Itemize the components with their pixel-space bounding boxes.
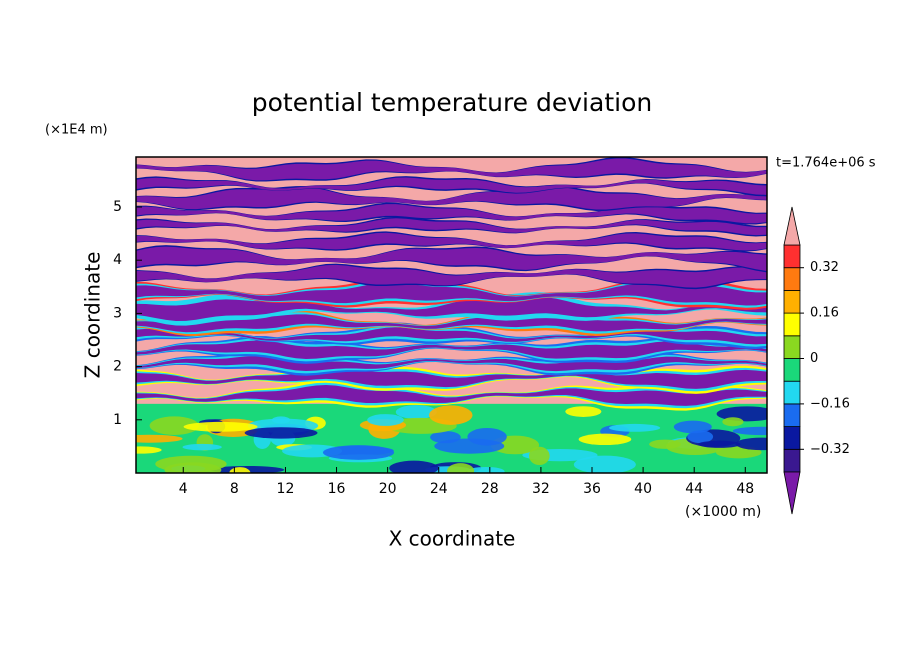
field-blob — [389, 460, 439, 473]
contour-field — [136, 157, 767, 473]
field-blob — [529, 446, 550, 466]
colorbar-over — [783, 206, 801, 246]
field-blob — [609, 423, 661, 432]
field-blob — [429, 405, 473, 425]
field-blob — [698, 440, 741, 448]
field-blob — [722, 417, 744, 427]
field-blob — [732, 426, 767, 436]
field-band — [136, 297, 767, 321]
field-band — [136, 340, 767, 359]
colorbar-box — [783, 267, 801, 291]
y-tick-label: 2 — [113, 359, 122, 375]
time-label: t=1.764e+06 s — [776, 156, 876, 171]
colorbar-box — [783, 448, 801, 473]
x-unit: (×1000 m) — [685, 504, 761, 520]
colorbar-tick-label: 0.16 — [810, 306, 839, 321]
colorbar-box — [783, 426, 801, 450]
y-unit: (×1E4 m) — [45, 123, 108, 138]
chart-title: potential temperature deviation — [252, 88, 652, 117]
field-band — [136, 313, 767, 333]
field-blob — [467, 466, 505, 473]
x-tick-label: 4 — [179, 481, 188, 497]
colorbar-box — [783, 380, 801, 405]
colorbar-tick-label: −0.16 — [810, 396, 850, 411]
x-tick-label: 12 — [277, 481, 295, 497]
colorbar-tick-label: −0.32 — [810, 442, 850, 457]
field-band — [136, 232, 767, 251]
field-band — [136, 282, 767, 306]
field-band — [136, 158, 767, 181]
x-tick-label: 40 — [634, 481, 652, 497]
colorbar-box — [783, 244, 801, 269]
field-band — [136, 204, 767, 224]
y-tick-label: 5 — [113, 199, 122, 215]
y-axis-label: Z coordinate — [81, 252, 105, 379]
y-tick-label: 4 — [113, 252, 122, 268]
colorbar-box — [783, 289, 801, 314]
colorbar-box — [783, 312, 801, 337]
field-blob — [149, 416, 199, 435]
field-blob — [182, 443, 222, 451]
x-tick-label: 20 — [379, 481, 397, 497]
field-band — [136, 264, 767, 288]
field-band — [136, 327, 767, 345]
x-tick-label: 48 — [736, 481, 754, 497]
field-blob — [136, 434, 183, 443]
field-blob — [673, 420, 712, 434]
colorbar-box — [783, 403, 801, 427]
field-blob — [155, 455, 227, 473]
field-blob — [244, 427, 318, 439]
field-blob — [573, 455, 636, 473]
x-tick-label: 28 — [481, 481, 499, 497]
field-blob — [578, 433, 632, 446]
x-tick-label: 44 — [685, 481, 703, 497]
colorbar-box — [783, 335, 801, 359]
y-tick-label: 3 — [113, 305, 122, 321]
x-tick-label: 16 — [328, 481, 346, 497]
plot-frame — [135, 156, 768, 474]
field-blob — [322, 445, 395, 460]
field-blob — [183, 421, 258, 432]
field-blob — [565, 406, 602, 417]
x-tick-label: 8 — [230, 481, 239, 497]
field-blob — [735, 437, 767, 451]
colorbar-tick-label: 0.32 — [810, 260, 839, 275]
field-blob — [136, 446, 162, 454]
field-blob — [395, 405, 437, 419]
field-band — [136, 367, 767, 389]
field-band — [136, 218, 767, 236]
field-blob — [367, 414, 404, 426]
field-band — [136, 384, 767, 406]
x-tick-label: 32 — [532, 481, 550, 497]
x-axis-label: X coordinate — [389, 527, 516, 551]
x-tick-label: 36 — [583, 481, 601, 497]
field-band — [136, 246, 767, 271]
colorbar-under — [783, 471, 801, 515]
field-blob — [467, 428, 507, 446]
field-band — [136, 177, 767, 195]
field-blob — [687, 430, 714, 444]
y-tick-label: 1 — [113, 412, 122, 428]
field-band — [136, 355, 767, 372]
colorbar-box — [783, 358, 801, 382]
field-blob — [447, 463, 475, 473]
field-band — [136, 186, 767, 210]
x-tick-label: 24 — [430, 481, 448, 497]
colorbar-tick-label: 0 — [810, 351, 818, 366]
